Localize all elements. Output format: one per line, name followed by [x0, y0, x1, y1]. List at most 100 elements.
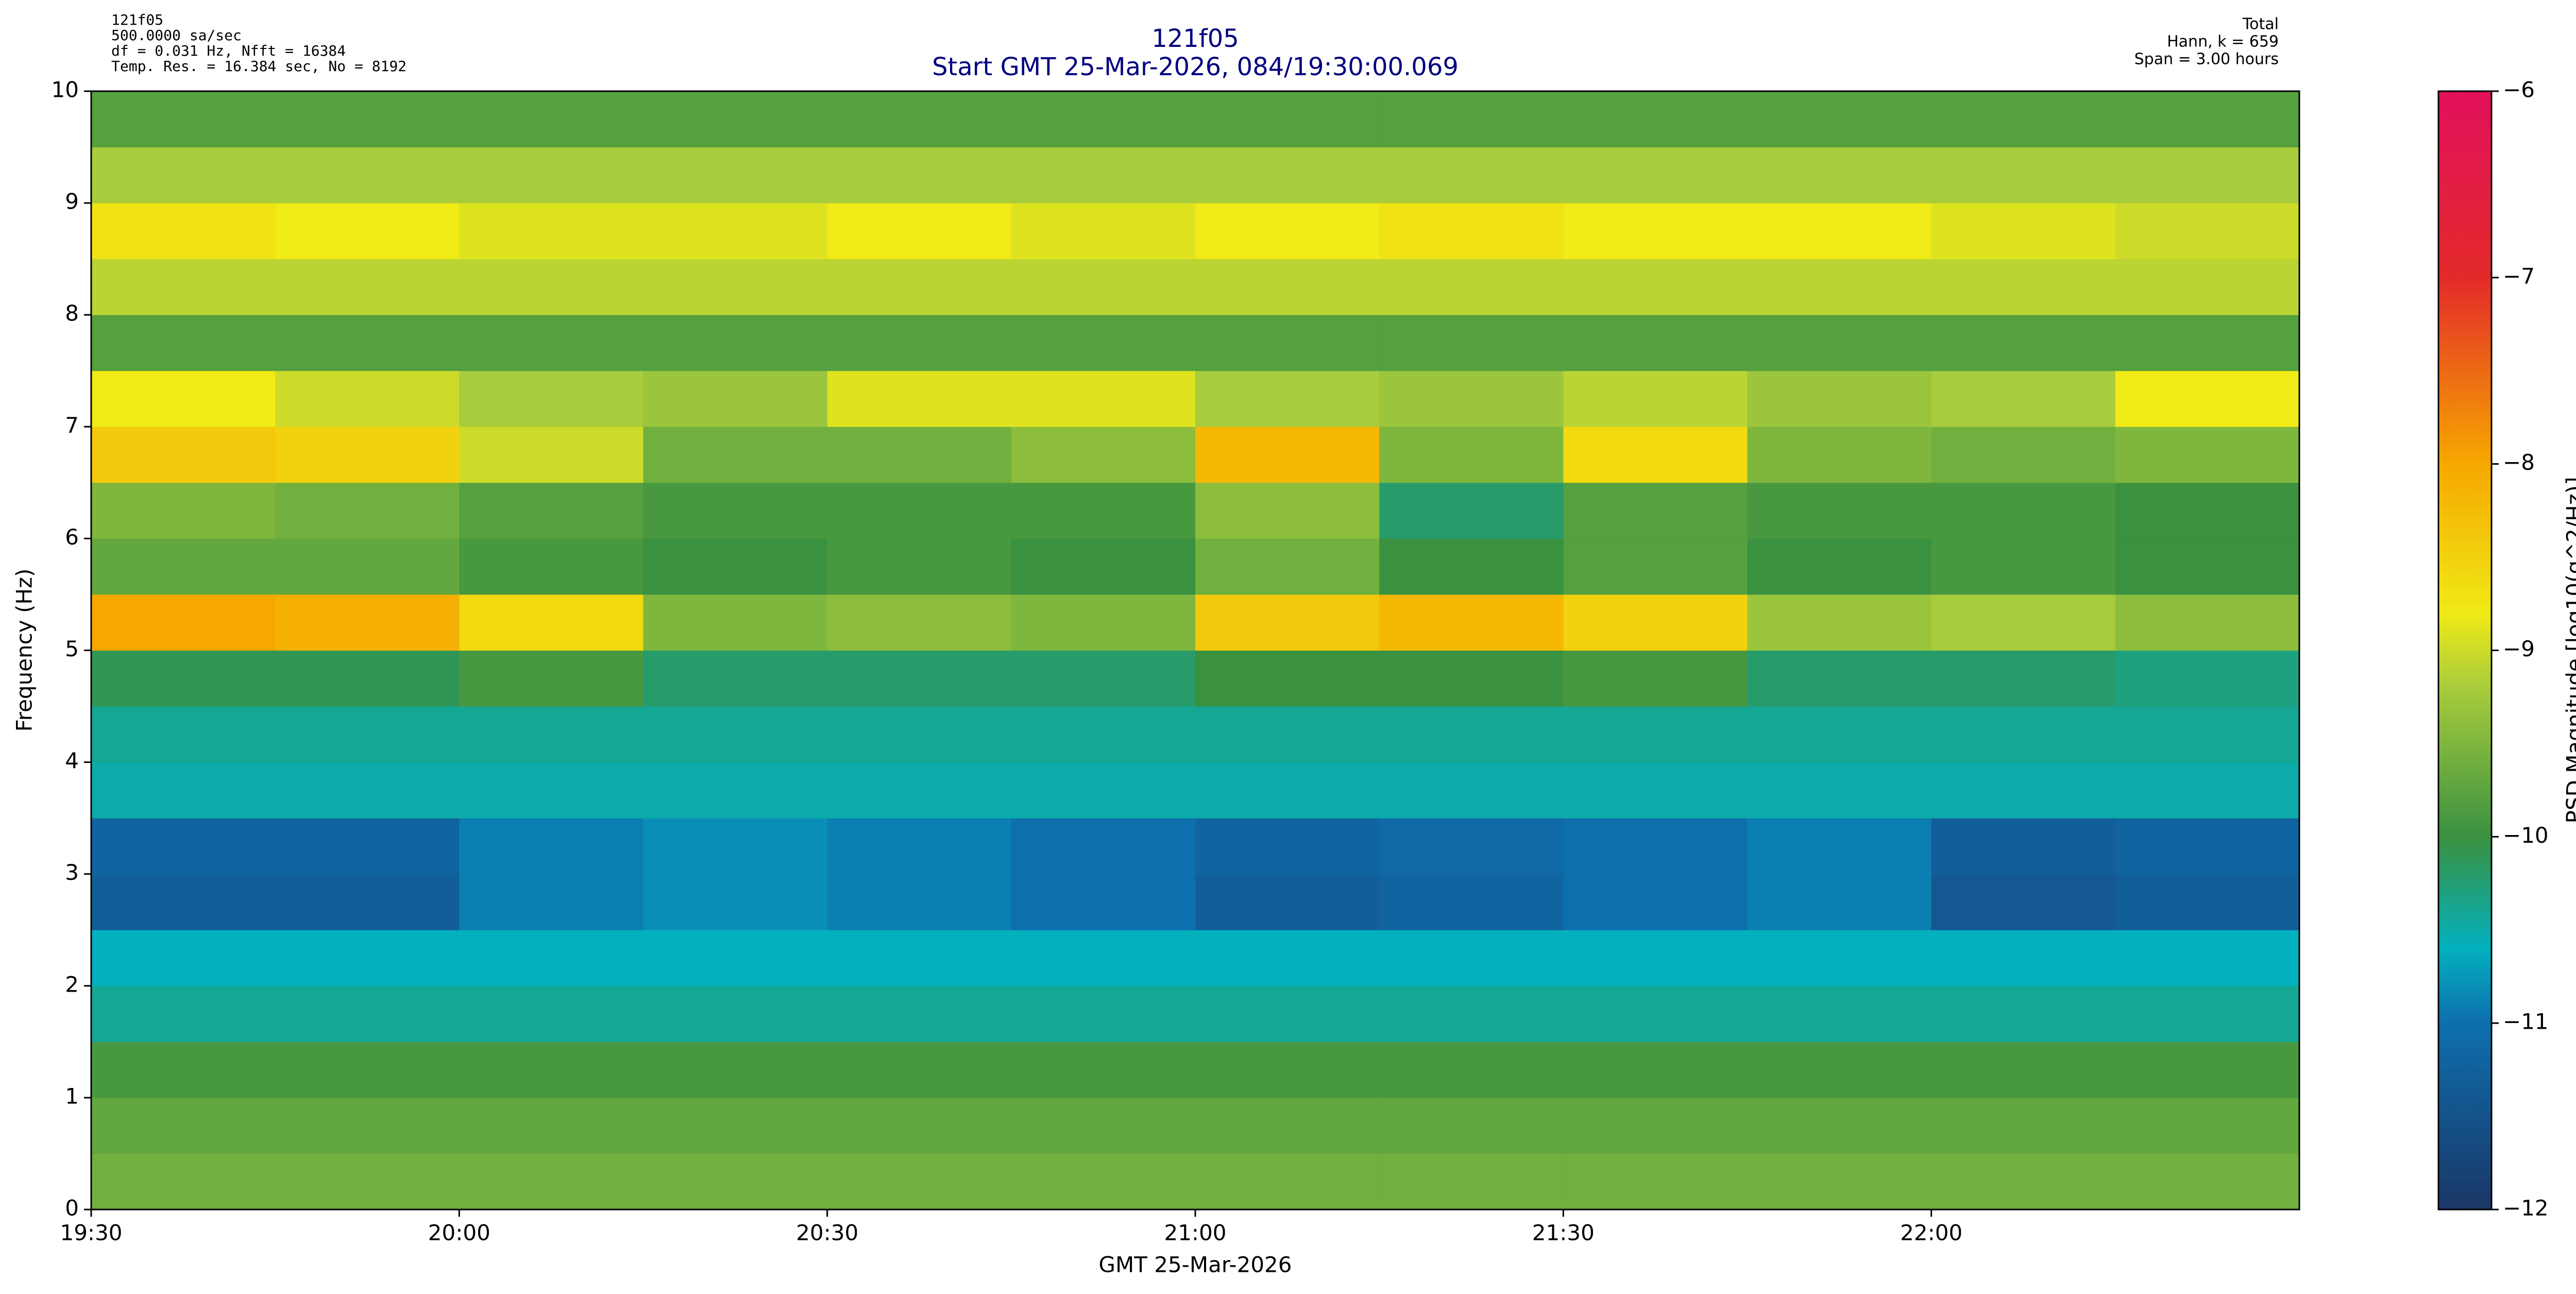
- heatmap-cell: [1195, 147, 1380, 203]
- heatmap-cell: [1379, 203, 1564, 260]
- heatmap-cell: [643, 594, 828, 651]
- heatmap-cell: [643, 762, 828, 819]
- heatmap-cell: [827, 259, 1012, 315]
- heatmap-cell: [275, 482, 460, 539]
- y-tick-label: 4: [65, 748, 79, 773]
- heatmap-cell: [2115, 1153, 2300, 1210]
- heatmap-cell: [91, 1097, 276, 1154]
- heatmap-cell: [827, 650, 1012, 707]
- heatmap-cell: [459, 930, 643, 986]
- heatmap-cell: [1563, 930, 1748, 986]
- heatmap-cell: [1379, 1153, 1564, 1210]
- heatmap-cell: [1379, 147, 1564, 203]
- heatmap-cell: [1563, 1042, 1748, 1098]
- heatmap-cell: [1195, 985, 1380, 1042]
- heatmap-cell: [643, 818, 828, 875]
- heatmap-cell: [91, 91, 276, 148]
- heatmap-cell: [1931, 762, 2116, 819]
- heatmap-cell: [1195, 259, 1380, 315]
- heatmap-cell: [1379, 370, 1564, 427]
- heatmap-cell: [1195, 203, 1380, 260]
- heatmap-cell: [643, 1042, 828, 1098]
- heatmap-cell: [2115, 1042, 2300, 1098]
- heatmap-cell: [2115, 706, 2300, 763]
- heatmap-cell: [1747, 1153, 1932, 1210]
- heatmap-cell: [827, 91, 1012, 148]
- heatmap-cell: [2115, 930, 2300, 986]
- heatmap-cell: [1195, 650, 1380, 707]
- heatmap-cell: [1747, 370, 1932, 427]
- heatmap-cell: [91, 985, 276, 1042]
- heatmap-cell: [2115, 985, 2300, 1042]
- heatmap-cell: [459, 91, 643, 148]
- y-tick-label: 3: [65, 860, 79, 885]
- colorbar-tick-label: −6: [2503, 77, 2535, 103]
- heatmap-cell: [643, 315, 828, 371]
- heatmap-cell: [459, 370, 643, 427]
- heatmap-cell: [2115, 482, 2300, 539]
- heatmap-cell: [1931, 370, 2116, 427]
- info-right-line: Total: [2242, 15, 2279, 33]
- heatmap-cell: [1747, 874, 1932, 930]
- heatmap-cell: [1195, 706, 1380, 763]
- heatmap-cell: [827, 706, 1012, 763]
- heatmap-cell: [1379, 482, 1564, 539]
- heatmap-cell: [1195, 427, 1380, 483]
- heatmap-cell: [91, 203, 276, 260]
- heatmap-cell: [1011, 706, 1196, 763]
- heatmap-cell: [91, 706, 276, 763]
- heatmap-cell: [1747, 985, 1932, 1042]
- heatmap-cell: [275, 427, 460, 483]
- heatmap-cell: [1011, 930, 1196, 986]
- heatmap-cell: [1011, 874, 1196, 930]
- heatmap-cell: [643, 538, 828, 595]
- info-left-line: 500.0000 sa/sec: [111, 27, 242, 44]
- heatmap-cell: [1563, 650, 1748, 707]
- heatmap-cell: [1563, 538, 1748, 595]
- heatmap-cell: [1379, 427, 1564, 483]
- heatmap-cell: [643, 1097, 828, 1154]
- heatmap-cell: [643, 985, 828, 1042]
- heatmap-cell: [827, 370, 1012, 427]
- heatmap-cell: [91, 762, 276, 819]
- heatmap-cell: [275, 203, 460, 260]
- heatmap-cell: [2115, 818, 2300, 875]
- heatmap-cell: [91, 650, 276, 707]
- heatmap-cell: [91, 1153, 276, 1210]
- heatmap-cell: [459, 482, 643, 539]
- y-tick-label: 2: [65, 972, 79, 997]
- heatmap-cell: [91, 370, 276, 427]
- heatmap-cell: [91, 259, 276, 315]
- heatmap-cell: [459, 538, 643, 595]
- heatmap-cell: [459, 147, 643, 203]
- heatmap-cell: [2115, 315, 2300, 371]
- heatmap-cell: [1747, 259, 1932, 315]
- heatmap-cell: [275, 147, 460, 203]
- heatmap-cell: [459, 259, 643, 315]
- heatmap-cell: [1747, 482, 1932, 539]
- heatmap-cell: [1563, 985, 1748, 1042]
- heatmap-cell: [275, 1097, 460, 1154]
- heatmap-cell: [1563, 1097, 1748, 1154]
- heatmap-cell: [1011, 1097, 1196, 1154]
- heatmap-cell: [643, 259, 828, 315]
- heatmap-cell: [91, 594, 276, 651]
- colorbar-tick-label: −10: [2503, 823, 2549, 848]
- y-tick-label: 10: [52, 77, 79, 103]
- heatmap-cell: [91, 930, 276, 986]
- heatmap-cell: [275, 1153, 460, 1210]
- info-left-line: df = 0.031 Hz, Nfft = 16384: [111, 42, 346, 59]
- heatmap-cell: [1011, 427, 1196, 483]
- heatmap-cell: [827, 1153, 1012, 1210]
- heatmap-cell: [1563, 762, 1748, 819]
- heatmap-cell: [1011, 91, 1196, 148]
- heatmap-cell: [1563, 370, 1748, 427]
- heatmap-cell: [643, 706, 828, 763]
- heatmap-cell: [1747, 650, 1932, 707]
- heatmap-cell: [275, 874, 460, 930]
- heatmap-cell: [1747, 818, 1932, 875]
- heatmap-cell: [1195, 538, 1380, 595]
- heatmap-cell: [459, 985, 643, 1042]
- info-left-line: Temp. Res. = 16.384 sec, No = 8192: [111, 58, 406, 75]
- heatmap-cell: [1563, 482, 1748, 539]
